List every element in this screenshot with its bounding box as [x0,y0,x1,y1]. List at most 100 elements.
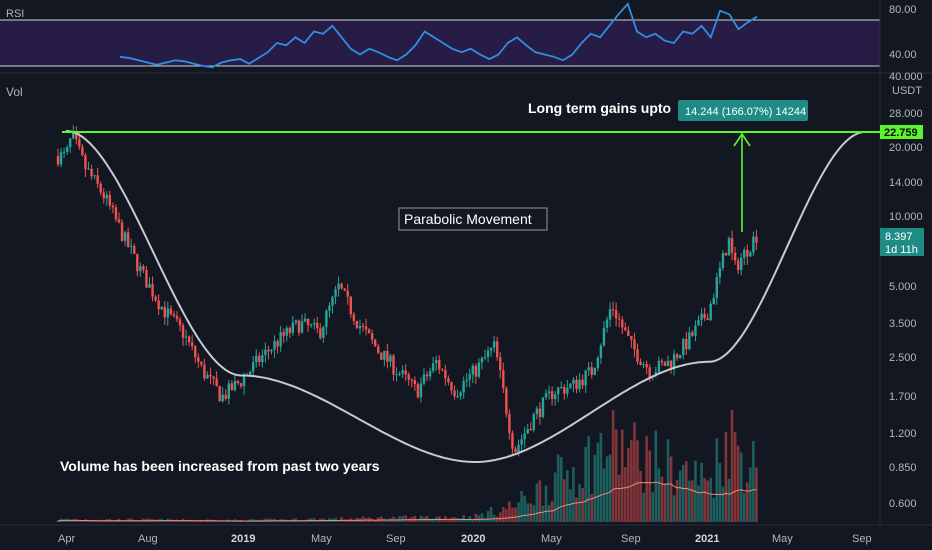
candle-body [352,314,356,321]
parabolic-label: Parabolic Movement [404,211,532,227]
volume-bar [431,518,435,522]
time-tick: 2021 [695,533,719,545]
volume-bar [547,505,551,522]
volume-bar [736,445,740,522]
candle-body [755,236,758,243]
candle-body [749,252,752,257]
volume-bar [544,485,548,522]
volume-bar [486,511,490,522]
candle-body [212,376,215,379]
gains-badge [678,100,808,121]
candle-body [346,290,349,297]
candle-body [102,192,105,199]
rsi-tick-40: 40.00 [889,49,917,61]
candle-body [334,289,337,297]
candle-body [285,327,288,336]
candle-body [721,253,725,268]
candle-body [715,277,718,298]
candle-body [657,360,661,373]
price-tick: 1.700 [889,391,917,403]
candle-body [120,222,124,241]
candle-body [181,325,185,338]
candle-body [624,327,627,331]
volume-bar [361,516,365,522]
gains-arrowhead [733,132,751,147]
candle-body [105,194,108,199]
candle-body [331,296,334,306]
parabolic-curve [65,129,865,463]
candle-body [361,326,365,328]
volume-bar [523,495,526,522]
candle-body [273,341,276,350]
volume-bar [529,503,533,522]
candle-body [227,383,230,399]
candle-body [431,363,435,371]
candle-body [547,391,551,394]
volume-bar [712,497,716,522]
candle-body [367,329,371,334]
candle-body [224,394,227,399]
candle-body [90,168,93,177]
volume-bar [447,519,450,522]
candle-body [746,249,749,257]
candle-body [730,237,734,253]
volume-bar [535,483,539,522]
candle-body [355,320,359,329]
volume-bar [398,515,401,522]
candle-body [191,342,194,347]
candle-body [349,296,352,315]
volume-bar [511,507,514,522]
candle-body [416,384,420,398]
price-tick: 0.600 [889,498,917,510]
candle-body [160,306,163,310]
volume-bar [264,518,267,522]
candle-body [563,386,566,394]
candle-body [538,408,542,417]
candle-body [313,322,316,325]
volume-bar [315,520,319,522]
candle-body [636,349,639,362]
volume-bar [602,468,606,522]
candle-body [489,347,493,351]
candle-body [663,362,667,366]
gains-badge-text: 14.244 (166.07%) 14244 [685,106,806,118]
volume-bar [221,520,224,522]
candle-body [303,318,307,322]
volume-bar [325,520,328,522]
volume-bar [590,493,594,522]
volume-bar [706,480,709,522]
volume-bar [245,521,249,522]
candle-body [294,320,298,323]
candle-body [374,339,377,347]
candle-body [712,297,715,304]
volume-bar [651,492,655,522]
candle-body [496,341,499,358]
rsi-band [0,20,880,66]
candle-body [206,374,209,379]
candle-body [523,433,526,440]
candle-body [377,346,380,353]
candle-body [328,305,331,311]
volume-bar [703,478,706,522]
candle-body [358,326,362,329]
candle-body [215,378,218,387]
candle-body [111,205,115,208]
volume-bar [563,479,566,522]
volume-bar [572,466,575,522]
volume-bar [566,470,569,522]
volume-bar [724,431,728,522]
candle-body [483,357,487,359]
volume-bar [681,464,685,522]
volume-bar [215,520,218,522]
candle-body [736,260,740,271]
candle-body [605,319,609,328]
candle-body [477,362,481,377]
volume-bar [495,516,499,522]
volume-bar [96,520,99,522]
price-tick: 10.000 [889,211,923,223]
candle-body [239,383,243,387]
candle-body [444,369,447,379]
candle-body [480,357,484,363]
volume-bar [685,461,688,522]
